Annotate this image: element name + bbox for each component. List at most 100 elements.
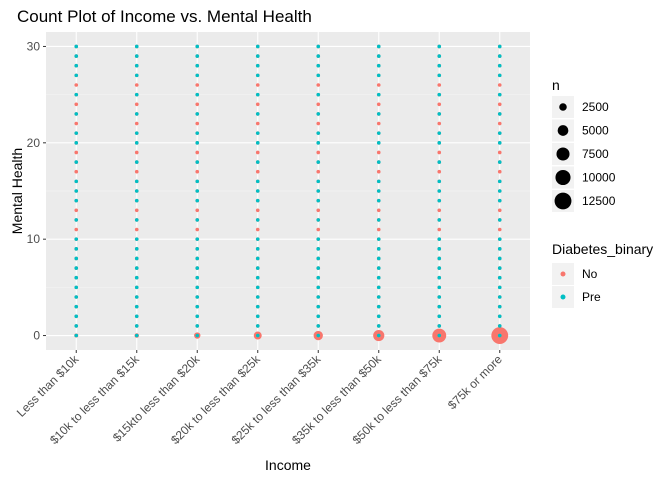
data-point-pre: [255, 333, 260, 338]
data-point-pre: [74, 275, 79, 280]
size-legend-title: n: [552, 77, 560, 93]
data-point-pre: [134, 333, 139, 338]
data-point-pre: [195, 247, 200, 251]
data-point-pre: [437, 179, 442, 184]
data-point-no: [316, 121, 321, 126]
data-point-pre: [134, 218, 139, 222]
data-point-pre: [437, 333, 442, 338]
data-point-pre: [376, 44, 381, 49]
data-point-pre: [376, 54, 381, 58]
data-point-pre: [134, 179, 139, 184]
data-point-no: [316, 102, 321, 107]
data-point-no: [316, 83, 321, 87]
data-point-pre: [74, 63, 79, 68]
data-point-pre: [376, 179, 381, 184]
data-point-pre: [195, 179, 200, 184]
data-point-pre: [316, 44, 321, 49]
data-point-pre: [497, 314, 502, 319]
data-point-pre: [255, 54, 260, 58]
data-point-no: [255, 227, 260, 232]
data-point-pre: [195, 275, 200, 280]
data-point-pre: [134, 314, 139, 319]
data-point-no: [316, 150, 321, 155]
data-point-no: [497, 150, 502, 155]
data-point-no: [134, 208, 139, 213]
data-point-pre: [497, 237, 502, 241]
data-point-pre: [316, 198, 321, 203]
data-point-pre: [134, 73, 139, 78]
data-point-pre: [497, 54, 502, 58]
data-point-pre: [376, 160, 381, 164]
size-legend-key: [555, 169, 571, 186]
size-legend-label: 7500: [582, 147, 609, 161]
data-point-pre: [134, 198, 139, 203]
data-point-no: [195, 150, 200, 155]
data-point-pre: [134, 63, 139, 68]
data-point-pre: [497, 324, 502, 328]
data-point-no: [195, 227, 200, 232]
data-point-pre: [74, 73, 79, 78]
data-point-pre: [134, 304, 139, 309]
data-point-pre: [376, 285, 381, 290]
data-point-pre: [255, 304, 260, 309]
data-point-no: [195, 102, 200, 107]
data-point-no: [195, 121, 200, 126]
color-legend-key: [560, 294, 566, 300]
data-point-no: [134, 150, 139, 155]
size-legend-label: 5000: [582, 124, 609, 138]
data-point-pre: [376, 112, 381, 116]
x-axis-title: Income: [265, 457, 311, 473]
data-point-pre: [74, 44, 79, 49]
data-point-pre: [497, 218, 502, 222]
data-point-pre: [195, 54, 200, 58]
data-point-pre: [497, 333, 502, 338]
data-point-pre: [255, 73, 260, 78]
data-point-pre: [255, 131, 260, 135]
data-point-pre: [437, 92, 442, 97]
data-point-pre: [255, 141, 260, 145]
data-point-pre: [316, 285, 321, 290]
color-legend-label: Pre: [582, 290, 601, 304]
data-point-no: [255, 150, 260, 155]
data-point-pre: [437, 247, 442, 251]
data-point-no: [316, 169, 321, 174]
data-point-pre: [437, 198, 442, 203]
data-point-no: [74, 83, 79, 87]
data-point-pre: [316, 266, 321, 270]
color-legend-label: No: [582, 267, 598, 281]
data-point-pre: [74, 179, 79, 184]
data-point-no: [316, 227, 321, 232]
data-point-no: [437, 208, 442, 213]
data-point-pre: [497, 131, 502, 135]
data-point-pre: [497, 112, 502, 116]
data-point-no: [195, 169, 200, 174]
data-point-no: [437, 83, 442, 87]
data-point-no: [74, 169, 79, 174]
data-point-no: [437, 169, 442, 174]
data-point-pre: [134, 54, 139, 58]
data-point-pre: [437, 160, 442, 164]
x-tick-label: Less than $10k: [14, 352, 82, 420]
data-point-pre: [437, 304, 442, 309]
data-point-no: [74, 208, 79, 213]
data-point-pre: [497, 73, 502, 78]
y-axis-title: Mental Health: [9, 148, 25, 234]
data-point-pre: [195, 304, 200, 309]
data-point-pre: [195, 63, 200, 68]
data-point-pre: [134, 285, 139, 290]
data-point-pre: [255, 295, 260, 299]
data-point-pre: [195, 198, 200, 203]
data-point-no: [255, 83, 260, 87]
data-point-pre: [497, 295, 502, 299]
data-point-pre: [316, 160, 321, 164]
data-point-pre: [134, 266, 139, 270]
data-point-pre: [497, 92, 502, 97]
data-point-pre: [255, 189, 260, 193]
data-point-pre: [195, 285, 200, 290]
data-point-pre: [497, 266, 502, 270]
data-point-pre: [497, 275, 502, 280]
data-point-pre: [255, 266, 260, 270]
data-point-pre: [376, 314, 381, 319]
data-point-no: [255, 102, 260, 107]
